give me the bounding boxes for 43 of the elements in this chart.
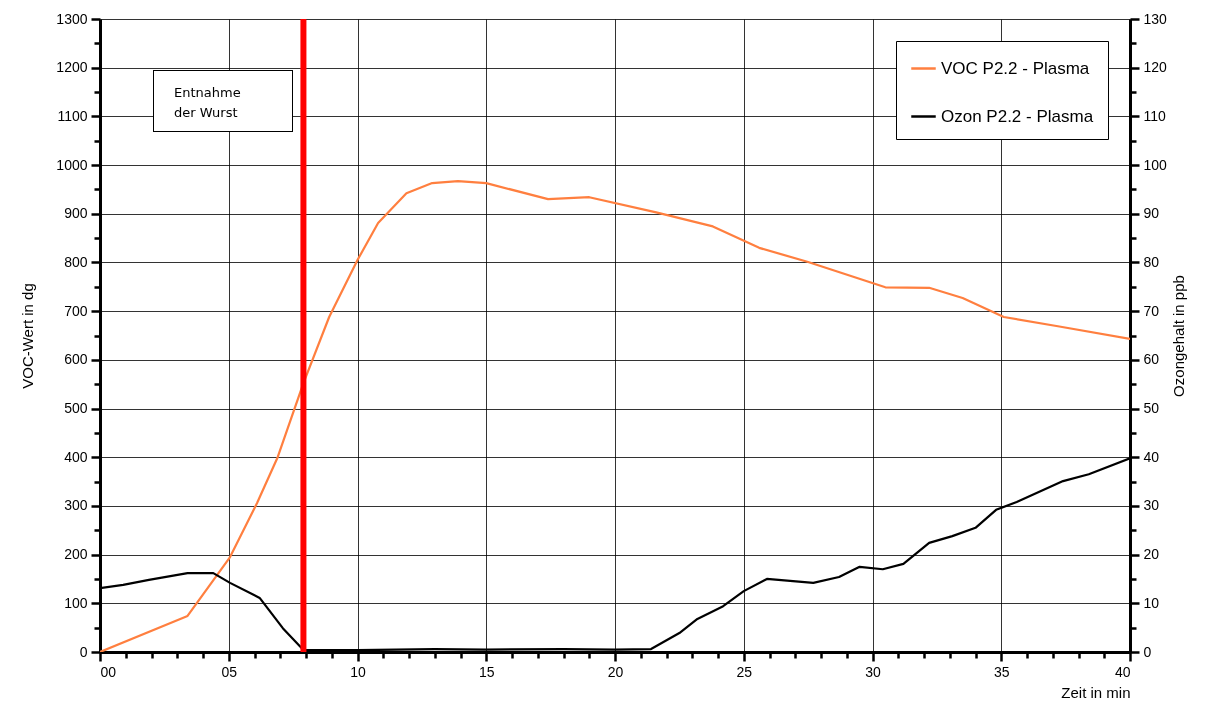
y2-tick-label: 50 xyxy=(1143,400,1160,417)
y-tick-label: 1000 xyxy=(56,156,88,173)
y-tick-label: 500 xyxy=(64,400,88,417)
y2-tick-label: 0 xyxy=(1143,643,1152,660)
x-tick-label: 00 xyxy=(100,663,117,680)
y-axis-title: VOC-Wert in dg xyxy=(19,283,37,389)
y2-tick-label: 100 xyxy=(1143,156,1168,173)
y2-tick-label: 70 xyxy=(1143,302,1160,319)
y-tick-label: 800 xyxy=(64,253,88,270)
y-tick-label: 1100 xyxy=(57,107,88,124)
y-tick-label: 600 xyxy=(64,351,88,368)
y-tick-label: 400 xyxy=(64,448,88,465)
y-tick-label: 100 xyxy=(64,594,88,611)
y-tick-label: 1300 xyxy=(56,10,88,27)
x-tick-label: 30 xyxy=(865,663,881,680)
x-axis-title: Zeit in min xyxy=(1061,683,1131,701)
y-tick-label: 1200 xyxy=(56,59,88,76)
x-tick-label: 40 xyxy=(1114,663,1131,680)
x-tick-label: 10 xyxy=(350,663,366,680)
x-tick-label: 25 xyxy=(736,663,753,680)
x-tick-label: 35 xyxy=(993,663,1010,680)
y2-tick-label: 10 xyxy=(1143,594,1160,611)
y2-tick-label: 20 xyxy=(1143,546,1160,563)
y-tick-label: 0 xyxy=(79,643,88,660)
x-tick-label: 05 xyxy=(221,663,238,680)
y2-tick-label: 60 xyxy=(1143,351,1160,368)
legend-label: VOC P2.2 - Plasma xyxy=(941,58,1090,78)
y2-tick-label: 90 xyxy=(1143,205,1160,222)
y-tick-label: 700 xyxy=(64,302,88,319)
y-tick-label: 900 xyxy=(64,205,88,222)
y2-tick-label: 130 xyxy=(1143,10,1168,27)
y-tick-label: 200 xyxy=(64,546,88,563)
legend-label: Ozon P2.2 - Plasma xyxy=(941,106,1094,126)
y2-tick-label: 30 xyxy=(1143,497,1160,514)
y2-tick-label: 110 xyxy=(1143,107,1167,124)
y2-axis-title: Ozongehalt in ppb xyxy=(1169,275,1187,397)
y2-tick-label: 80 xyxy=(1143,253,1160,270)
y-tick-label: 300 xyxy=(64,497,88,514)
x-tick-label: 20 xyxy=(607,663,624,680)
y2-tick-label: 40 xyxy=(1143,448,1160,465)
note-box: Entnahme der Wurst xyxy=(153,70,293,132)
x-tick-label: 15 xyxy=(478,663,495,680)
y2-tick-label: 120 xyxy=(1143,59,1168,76)
